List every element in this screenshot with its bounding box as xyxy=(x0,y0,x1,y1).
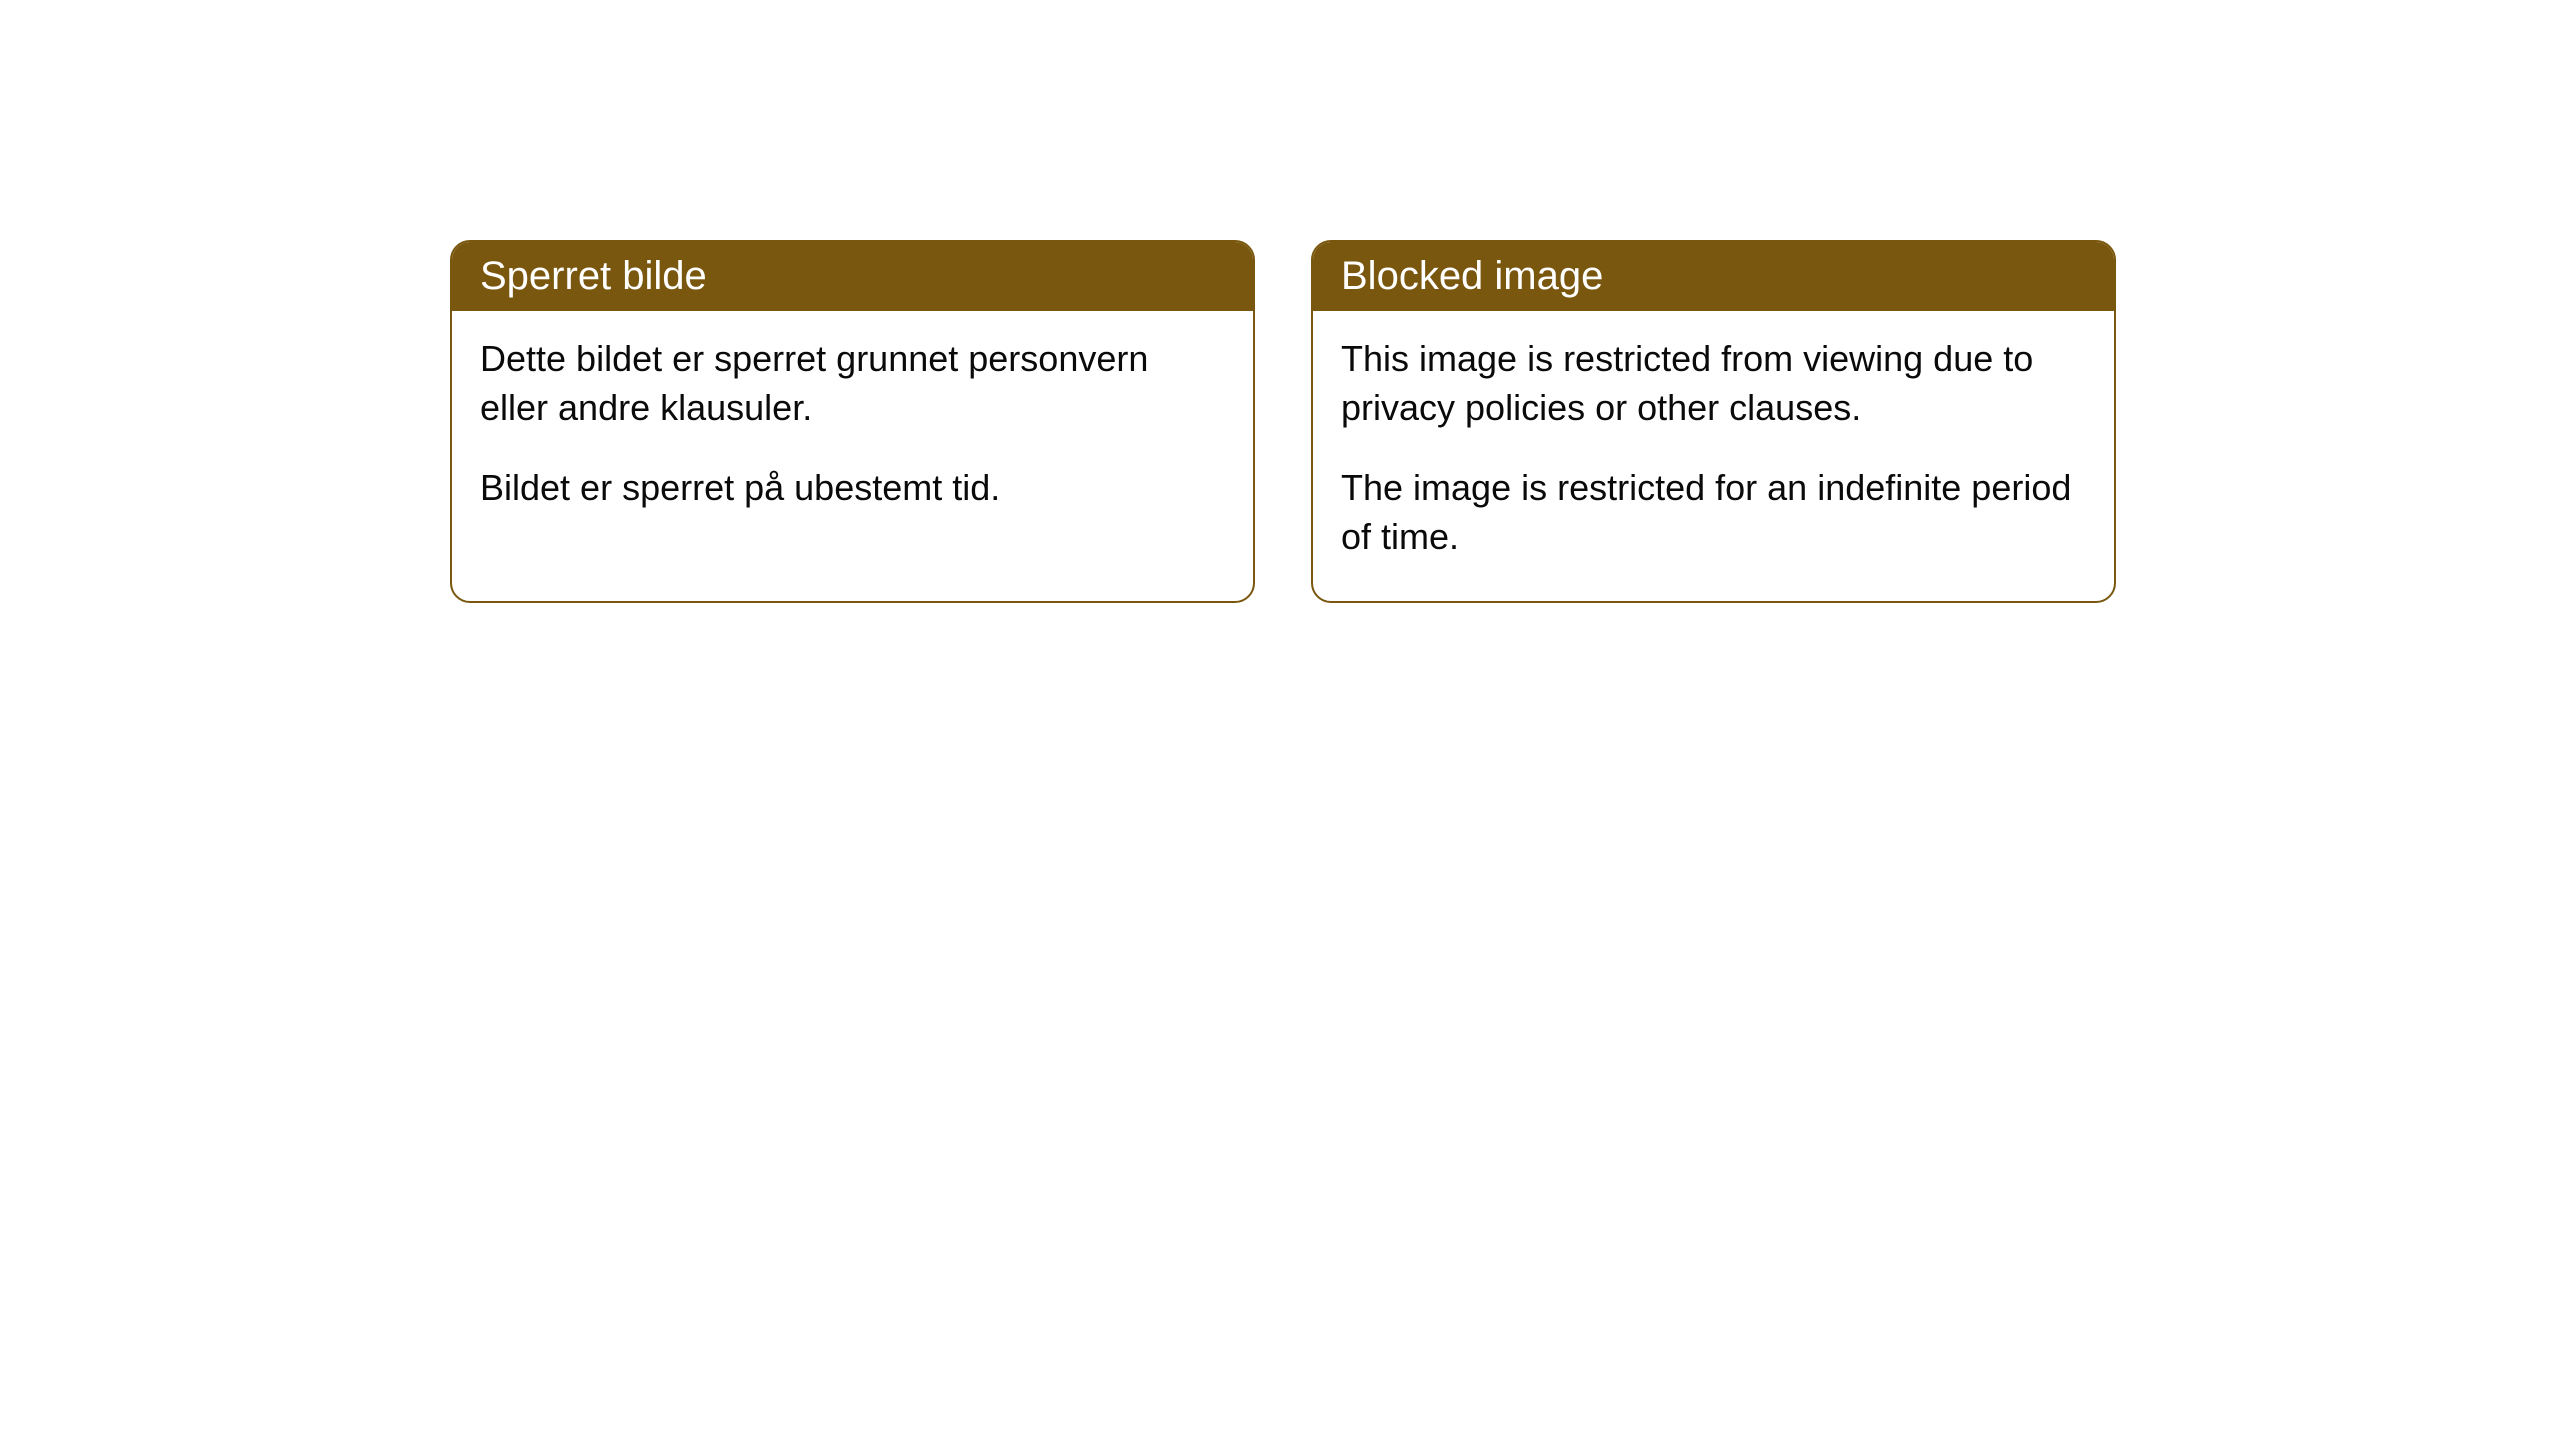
card-body-english: This image is restricted from viewing du… xyxy=(1313,311,2114,601)
card-paragraph1-norwegian: Dette bildet er sperret grunnet personve… xyxy=(480,335,1225,432)
card-header-english: Blocked image xyxy=(1313,242,2114,311)
card-body-norwegian: Dette bildet er sperret grunnet personve… xyxy=(452,311,1253,553)
card-title-norwegian: Sperret bilde xyxy=(480,254,707,298)
card-paragraph1-english: This image is restricted from viewing du… xyxy=(1341,335,2086,432)
card-paragraph2-english: The image is restricted for an indefinit… xyxy=(1341,464,2086,561)
cards-container: Sperret bilde Dette bildet er sperret gr… xyxy=(0,0,2560,603)
card-title-english: Blocked image xyxy=(1341,254,1603,298)
card-paragraph2-norwegian: Bildet er sperret på ubestemt tid. xyxy=(480,464,1225,513)
card-header-norwegian: Sperret bilde xyxy=(452,242,1253,311)
card-norwegian: Sperret bilde Dette bildet er sperret gr… xyxy=(450,240,1255,603)
card-english: Blocked image This image is restricted f… xyxy=(1311,240,2116,603)
